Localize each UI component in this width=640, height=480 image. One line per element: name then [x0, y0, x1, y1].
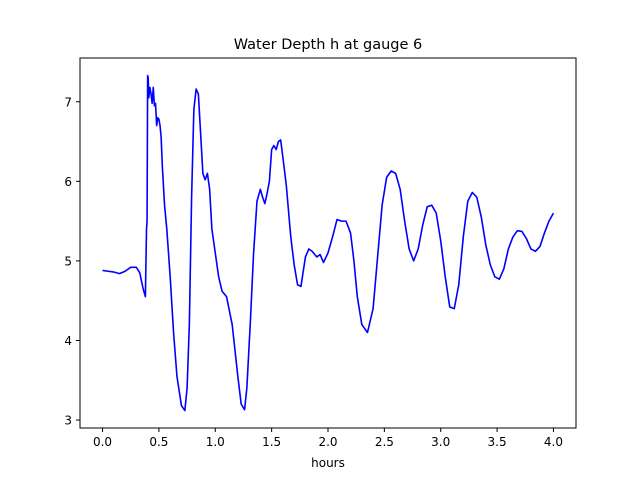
y-axis-ticks: 3 4 5 6 7 [64, 95, 80, 428]
x-tick-label: 3.5 [488, 435, 507, 449]
plot-area [80, 58, 576, 428]
x-axis-ticks: 0.0 0.5 1.0 1.5 2.0 2.5 3.0 3.5 4.0 [93, 428, 563, 449]
y-tick-label: 4 [64, 334, 72, 348]
x-tick-label: 2.5 [375, 435, 394, 449]
x-tick-label: 2.0 [318, 435, 337, 449]
chart-title: Water Depth h at gauge 6 [234, 37, 422, 53]
x-tick-label: 1.5 [262, 435, 281, 449]
series-line-0 [102, 74, 555, 412]
x-tick-label: 0.0 [93, 435, 112, 449]
x-tick-label: 1.0 [206, 435, 225, 449]
x-axis-label: hours [311, 456, 345, 470]
y-tick-label: 7 [64, 95, 72, 109]
x-tick-label: 0.5 [149, 435, 168, 449]
y-tick-label: 3 [64, 414, 72, 428]
x-tick-label: 3.0 [431, 435, 450, 449]
series-layer [102, 74, 555, 412]
x-tick-label: 4.0 [544, 435, 563, 449]
y-tick-label: 5 [64, 254, 72, 268]
y-tick-label: 6 [64, 175, 72, 189]
